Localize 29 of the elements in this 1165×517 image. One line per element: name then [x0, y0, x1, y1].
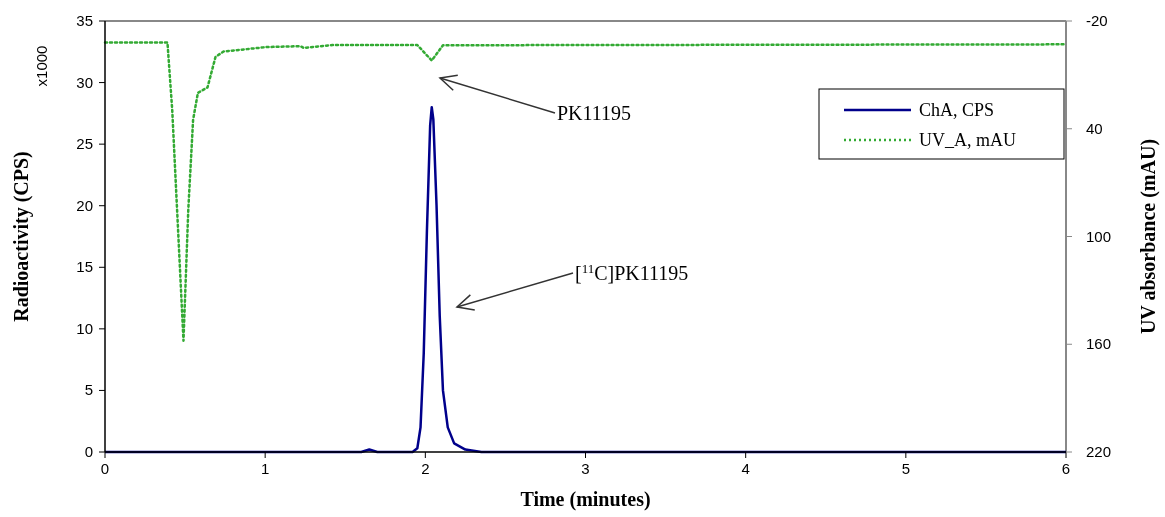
annotation: PK11195	[557, 102, 632, 124]
y-axis-title: Radioactivity (CPS)	[10, 151, 33, 322]
x-tick-label: 3	[581, 460, 590, 477]
x-tick-label: 0	[100, 460, 110, 477]
x-tick-label: 6	[1061, 460, 1071, 477]
y-tick-label: 10	[76, 319, 93, 337]
x-tick-label: 1	[260, 460, 270, 477]
y2-tick-label: 100	[1086, 227, 1112, 245]
y-tick-label: 25	[76, 135, 93, 153]
text: x1000	[33, 45, 50, 87]
y2-tick-label: 40	[1086, 119, 1103, 137]
y-tick-label: 5	[84, 381, 93, 399]
y2-axis-title: UV absorbance (mAU)	[1137, 138, 1160, 335]
x-tick-label: 4	[741, 460, 750, 477]
x-tick-label: 2	[421, 460, 430, 477]
y-tick-label: 15	[76, 258, 93, 276]
y2-tick-label: 160	[1086, 335, 1112, 353]
legend-label: ChA, CPS	[919, 100, 995, 120]
line-series	[103, 41, 1068, 342]
x-tick-label: 5	[901, 460, 911, 477]
y2-tick-label: -20	[1086, 12, 1108, 29]
y2-tick-label: 220	[1086, 443, 1112, 460]
y-tick-label: 0	[84, 443, 93, 460]
legend-label: UV_A, mAU	[919, 130, 1016, 150]
x-axis-title: Time (minutes)	[520, 488, 651, 511]
y-tick-label: 30	[76, 73, 93, 91]
y-tick-label: 20	[76, 196, 93, 214]
annotation: [$^{11}$C]PK11195	[575, 260, 689, 284]
y-tick-label: 35	[76, 12, 93, 29]
